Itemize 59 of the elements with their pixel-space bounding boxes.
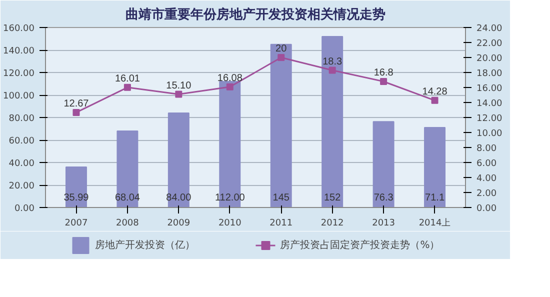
bar bbox=[168, 112, 190, 208]
y2-tick-label: 10.00 bbox=[476, 129, 503, 139]
bar bbox=[424, 127, 446, 208]
bar bbox=[372, 121, 394, 208]
point bbox=[328, 66, 336, 74]
data-label: 16.01 bbox=[114, 73, 140, 84]
y2-tick-label: 8.00 bbox=[476, 144, 497, 154]
point bbox=[175, 90, 182, 98]
y-tick-label: 40.00 bbox=[8, 159, 35, 169]
y2-tick-label: 18.00 bbox=[476, 69, 503, 79]
data-label: 71.1 bbox=[425, 192, 445, 204]
bar bbox=[270, 44, 292, 208]
y-tick-label: 160.00 bbox=[3, 24, 35, 34]
legend-label: 房地产开发投资（亿） bbox=[95, 238, 196, 252]
data-label: 20 bbox=[276, 44, 288, 54]
data-label: 152 bbox=[324, 192, 342, 204]
y-tick-label: 0.00 bbox=[14, 204, 35, 214]
data-label: 18.3 bbox=[322, 56, 342, 68]
point bbox=[124, 84, 131, 91]
data-label: 16.08 bbox=[217, 72, 243, 84]
x-tick-label: 2014上 bbox=[418, 218, 451, 228]
y2-tick-label: 0.00 bbox=[476, 204, 497, 214]
data-label: 14.28 bbox=[422, 86, 448, 98]
x-tick-label: 2011 bbox=[270, 218, 293, 228]
x-tick-label: 2010 bbox=[218, 218, 242, 228]
y2-tick-label: 12.00 bbox=[476, 114, 503, 124]
y2-tick-label: 16.00 bbox=[476, 84, 503, 94]
y2-tick-label: 22.00 bbox=[476, 39, 503, 49]
point bbox=[431, 96, 438, 104]
y-tick-label: 140.00 bbox=[3, 46, 35, 56]
x-tick-label: 2012 bbox=[320, 218, 344, 228]
data-label: 12.67 bbox=[64, 98, 90, 110]
y2-tick-label: 24.00 bbox=[476, 24, 503, 34]
y2-tick-label: 4.00 bbox=[476, 174, 497, 184]
legend-label: 房产投资占固定资产投资走势（%） bbox=[280, 238, 440, 252]
y-tick-label: 120.00 bbox=[3, 69, 35, 79]
y-tick-label: 100.00 bbox=[3, 92, 35, 102]
x-tick-label: 2007 bbox=[64, 218, 88, 228]
data-label: 15.10 bbox=[166, 80, 192, 92]
y2-tick-label: 2.00 bbox=[476, 189, 497, 199]
y-tick-label: 80.00 bbox=[8, 114, 35, 124]
y-tick-label: 60.00 bbox=[8, 136, 35, 146]
point bbox=[278, 54, 285, 61]
point bbox=[72, 108, 80, 116]
y2-tick-label: 14.00 bbox=[476, 99, 503, 109]
y-tick-label: 20.00 bbox=[8, 182, 35, 192]
data-label: 76.3 bbox=[374, 192, 394, 204]
bar bbox=[116, 130, 138, 208]
y2-tick-label: 6.00 bbox=[476, 159, 497, 169]
y2-tick-label: 20.00 bbox=[476, 54, 503, 64]
point bbox=[380, 78, 388, 85]
point bbox=[226, 83, 234, 90]
data-label: 16.8 bbox=[374, 68, 394, 78]
x-tick-label: 2008 bbox=[116, 218, 140, 228]
x-tick-label: 2009 bbox=[167, 218, 190, 228]
data-label: 145 bbox=[272, 192, 290, 204]
chart-title: 曲靖市重要年份房地产开发投资相关情况走势 bbox=[126, 6, 386, 22]
bar bbox=[322, 36, 344, 208]
x-tick-label: 2013 bbox=[372, 218, 396, 228]
